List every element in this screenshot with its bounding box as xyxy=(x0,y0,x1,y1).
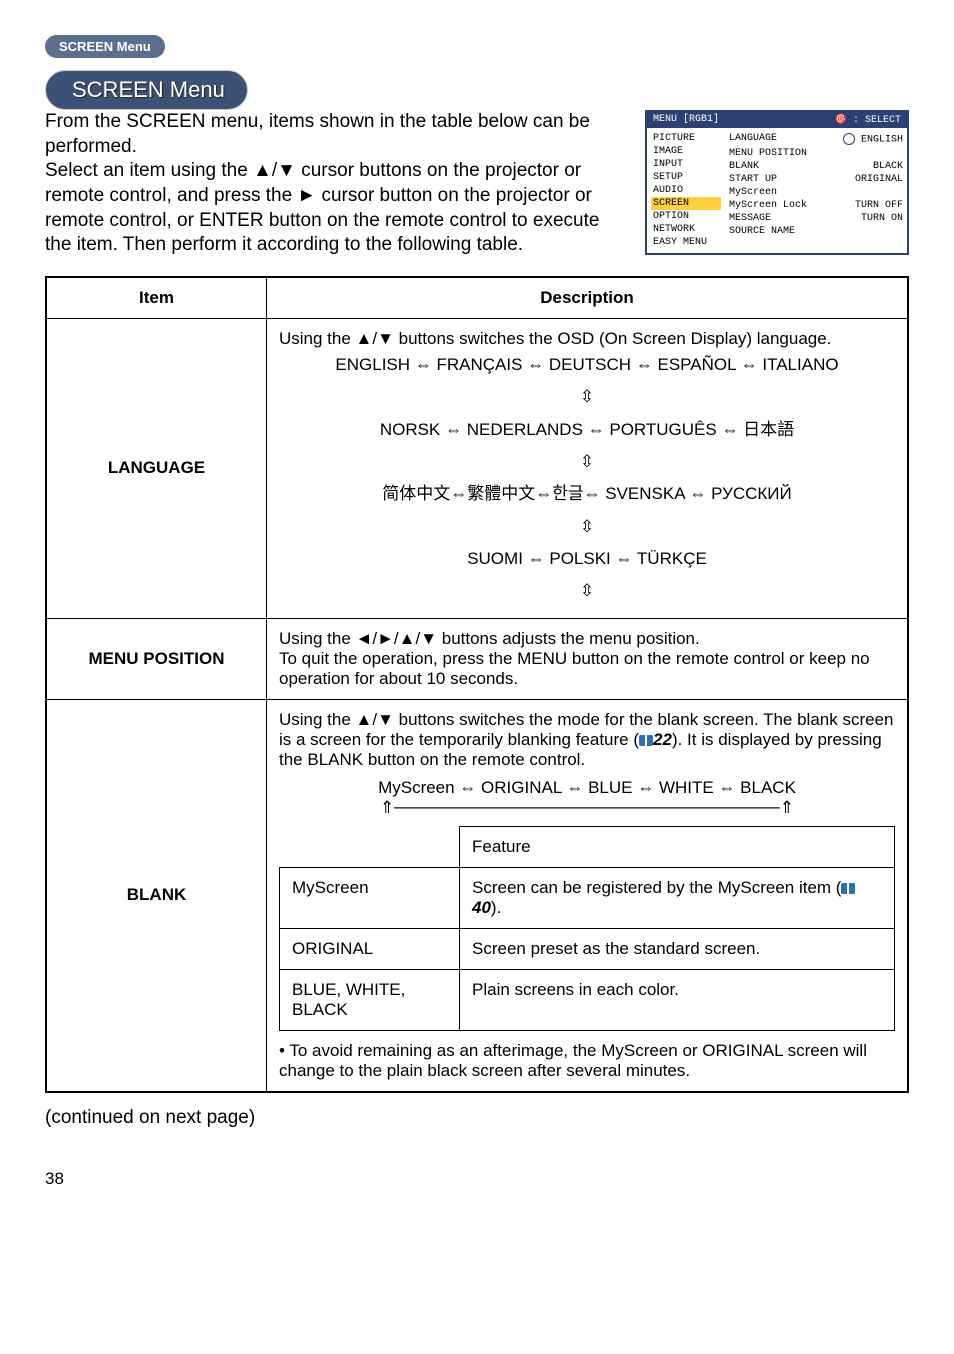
osd-preview: MENU [RGB1] 🎯 : SELECT PICTUREIMAGEINPUT… xyxy=(645,110,909,255)
th-desc: Description xyxy=(267,277,909,319)
osd-right-row: LANGUAGE ENGLISH xyxy=(729,132,903,147)
osd-left-item: SCREEN xyxy=(651,197,721,210)
table-row: ORIGINALScreen preset as the standard sc… xyxy=(280,928,895,969)
row-language-label: LANGUAGE xyxy=(46,319,267,618)
table-row: MyScreenScreen can be registered by the … xyxy=(280,867,895,928)
osd-left-item: AUDIO xyxy=(651,184,721,197)
section-title: SCREEN Menu xyxy=(45,70,248,110)
osd-right-row: MyScreen LockTURN OFF xyxy=(729,199,903,212)
osd-title-left: MENU [RGB1] xyxy=(653,114,719,126)
continued-text: (continued on next page) xyxy=(45,1107,909,1129)
page-number: 38 xyxy=(45,1169,909,1189)
row-blank-desc: Using the ▲/▼ buttons switches the mode … xyxy=(267,699,909,1092)
row-language-desc: Using the ▲/▼ buttons switches the OSD (… xyxy=(267,319,909,618)
table-row: BLUE, WHITE, BLACKPlain screens in each … xyxy=(280,969,895,1030)
blank-chain: MyScreen ⇔ ORIGINAL ⇔ BLUE ⇔ WHITE ⇔ BLA… xyxy=(279,778,895,798)
lang-chain-4: SUOMI ⇔ POLSKI ⇔ TÜRKÇE xyxy=(279,543,895,575)
osd-left-col: PICTUREIMAGEINPUTSETUPAUDIOSCREENOPTIONN… xyxy=(647,128,725,253)
osd-right-row: MENU POSITION xyxy=(729,147,903,160)
osd-right-row: MESSAGETURN ON xyxy=(729,212,903,225)
blank-p1: Using the ▲/▼ buttons switches the mode … xyxy=(279,710,895,770)
osd-left-item: SETUP xyxy=(651,171,721,184)
osd-right-row: START UPORIGINAL xyxy=(729,173,903,186)
lang-line1: Using the ▲/▼ buttons switches the OSD (… xyxy=(279,329,895,349)
osd-title-right: 🎯 : SELECT xyxy=(835,114,901,126)
blank-note: • To avoid remaining as an afterimage, t… xyxy=(279,1041,895,1081)
book-icon xyxy=(639,735,653,746)
osd-left-item: EASY MENU xyxy=(651,236,721,249)
th-item: Item xyxy=(46,277,267,319)
lang-chain-1: ENGLISH ⇔ FRANÇAIS ⇔ DEUTSCH ⇔ ESPAÑOL ⇔… xyxy=(279,349,895,381)
osd-left-item: INPUT xyxy=(651,158,721,171)
section-pill: SCREEN Menu xyxy=(45,35,165,58)
osd-left-item: OPTION xyxy=(651,210,721,223)
blank-inner-table: Feature MyScreenScreen can be registered… xyxy=(279,826,895,1031)
lang-chain-2: NORSK ⇔ NEDERLANDS ⇔ PORTUGUÊS ⇔ 日本語 xyxy=(279,414,895,446)
lang-chain-3: 简体中文⇔繁體中文⇔한글⇔ SVENSKA ⇔ РУССКИЙ xyxy=(279,478,895,510)
inner-th-feature: Feature xyxy=(460,826,895,867)
main-table: Item Description LANGUAGE Using the ▲/▼ … xyxy=(45,276,909,1092)
intro-paragraph: From the SCREEN menu, items shown in the… xyxy=(45,110,627,258)
row-menupos-desc: Using the ◄/►/▲/▼ buttons adjusts the me… xyxy=(267,618,909,699)
osd-left-item: NETWORK xyxy=(651,223,721,236)
osd-left-item: IMAGE xyxy=(651,145,721,158)
osd-left-item: PICTURE xyxy=(651,132,721,145)
osd-right-col: LANGUAGE ENGLISHMENU POSITIONBLANKBLACKS… xyxy=(725,128,907,253)
osd-right-row: SOURCE NAME xyxy=(729,225,903,238)
row-blank-label: BLANK xyxy=(46,699,267,1092)
osd-right-row: BLANKBLACK xyxy=(729,160,903,173)
osd-right-row: MyScreen xyxy=(729,186,903,199)
row-menupos-label: MENU POSITION xyxy=(46,618,267,699)
